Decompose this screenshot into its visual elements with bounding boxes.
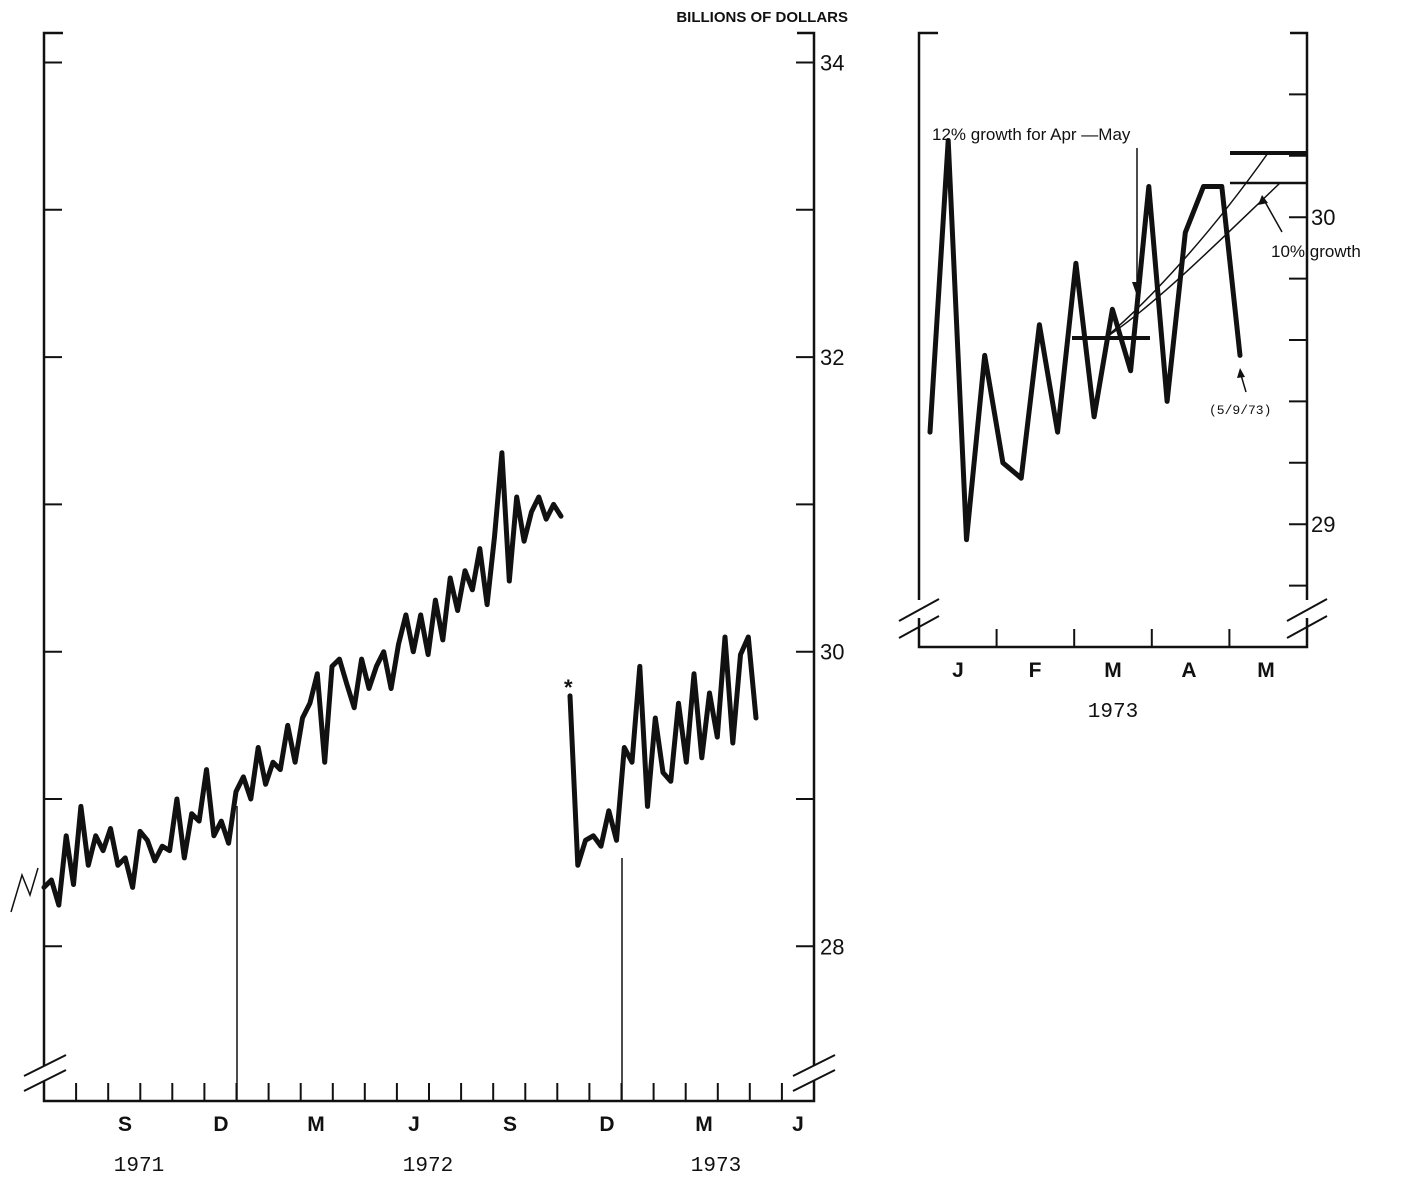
inset-month-label-may: M xyxy=(1257,659,1275,682)
inset-x-ticks xyxy=(995,629,1231,647)
series-line-old-basis xyxy=(41,450,564,908)
annotation-10-arrow-shaft xyxy=(1263,199,1283,233)
main-y-tick-label: 30 xyxy=(820,640,844,665)
axis-break-right-top xyxy=(792,1054,836,1077)
series-line-new-basis xyxy=(567,634,759,868)
inset-break-left-top xyxy=(898,598,940,622)
inset-break-right-top xyxy=(1286,598,1328,622)
main-x-ticks xyxy=(75,1083,783,1101)
pre-series-stub xyxy=(10,867,39,913)
annotation-date-arrow-shaft xyxy=(1240,374,1247,393)
main-y-ticks: 28 30 32 34 xyxy=(44,51,844,959)
inset-month-label-jan: J xyxy=(952,659,964,682)
inset-month-label-feb: F xyxy=(1029,659,1042,682)
axis-break-left-top xyxy=(23,1054,67,1077)
annotation-12-arrow-head xyxy=(1132,282,1142,296)
inset-y-ticks: 29 30 xyxy=(1289,93,1335,587)
annotation-10-percent-growth: 10% growth xyxy=(1271,242,1361,261)
inset-break-left-bottom xyxy=(898,615,940,639)
inset-month-label-mar: M xyxy=(1104,659,1122,682)
annotation-date-arrow-head xyxy=(1237,368,1245,378)
inset-break-right-bottom xyxy=(1286,615,1328,639)
month-label-jun-1972: J xyxy=(408,1113,420,1136)
inset-plot-frame xyxy=(917,31,1309,649)
month-label-mar-1973: M xyxy=(695,1113,713,1136)
main-y-tick-label: 34 xyxy=(820,51,844,76)
growth-12-percent-path xyxy=(1104,152,1269,339)
month-label-dec-1971: D xyxy=(213,1113,228,1136)
inset-series-line xyxy=(927,138,1243,543)
new-basis-marker: * xyxy=(564,675,573,700)
year-label-1971: 1971 xyxy=(114,1155,164,1177)
main-y-tick-label: 28 xyxy=(820,934,844,959)
growth-10-percent-path xyxy=(1104,182,1281,339)
main-y-tick-label: 32 xyxy=(820,345,844,370)
month-label-sep-1971: S xyxy=(118,1113,132,1136)
year-label-1972: 1972 xyxy=(403,1155,453,1177)
main-plot-frame xyxy=(42,31,816,1103)
annotation-12-percent-growth: 12% growth for Apr —May xyxy=(932,125,1131,144)
main-chart: BILLIONS OF DOLLARS 28 30 32 34 * S D M J S… xyxy=(10,9,848,1177)
month-label-sep-1972: S xyxy=(503,1113,517,1136)
year-label-1973: 1973 xyxy=(691,1155,741,1177)
inset-month-label-apr: A xyxy=(1181,659,1196,682)
inset-y-tick-label: 29 xyxy=(1311,512,1335,537)
month-label-mar-1972: M xyxy=(307,1113,325,1136)
month-label-jun-1973: J xyxy=(792,1113,804,1136)
annotation-10-arrow-head xyxy=(1258,195,1268,205)
y-axis-unit-label: BILLIONS OF DOLLARS xyxy=(676,9,848,26)
annotation-last-date: (5/9/73) xyxy=(1209,403,1271,418)
axis-break-left-bottom xyxy=(23,1069,67,1092)
axis-break-right-bottom xyxy=(792,1069,836,1092)
month-label-dec-1972: D xyxy=(599,1113,614,1136)
inset-year-label: 1973 xyxy=(1088,701,1138,724)
inset-y-tick-label: 30 xyxy=(1311,205,1335,230)
